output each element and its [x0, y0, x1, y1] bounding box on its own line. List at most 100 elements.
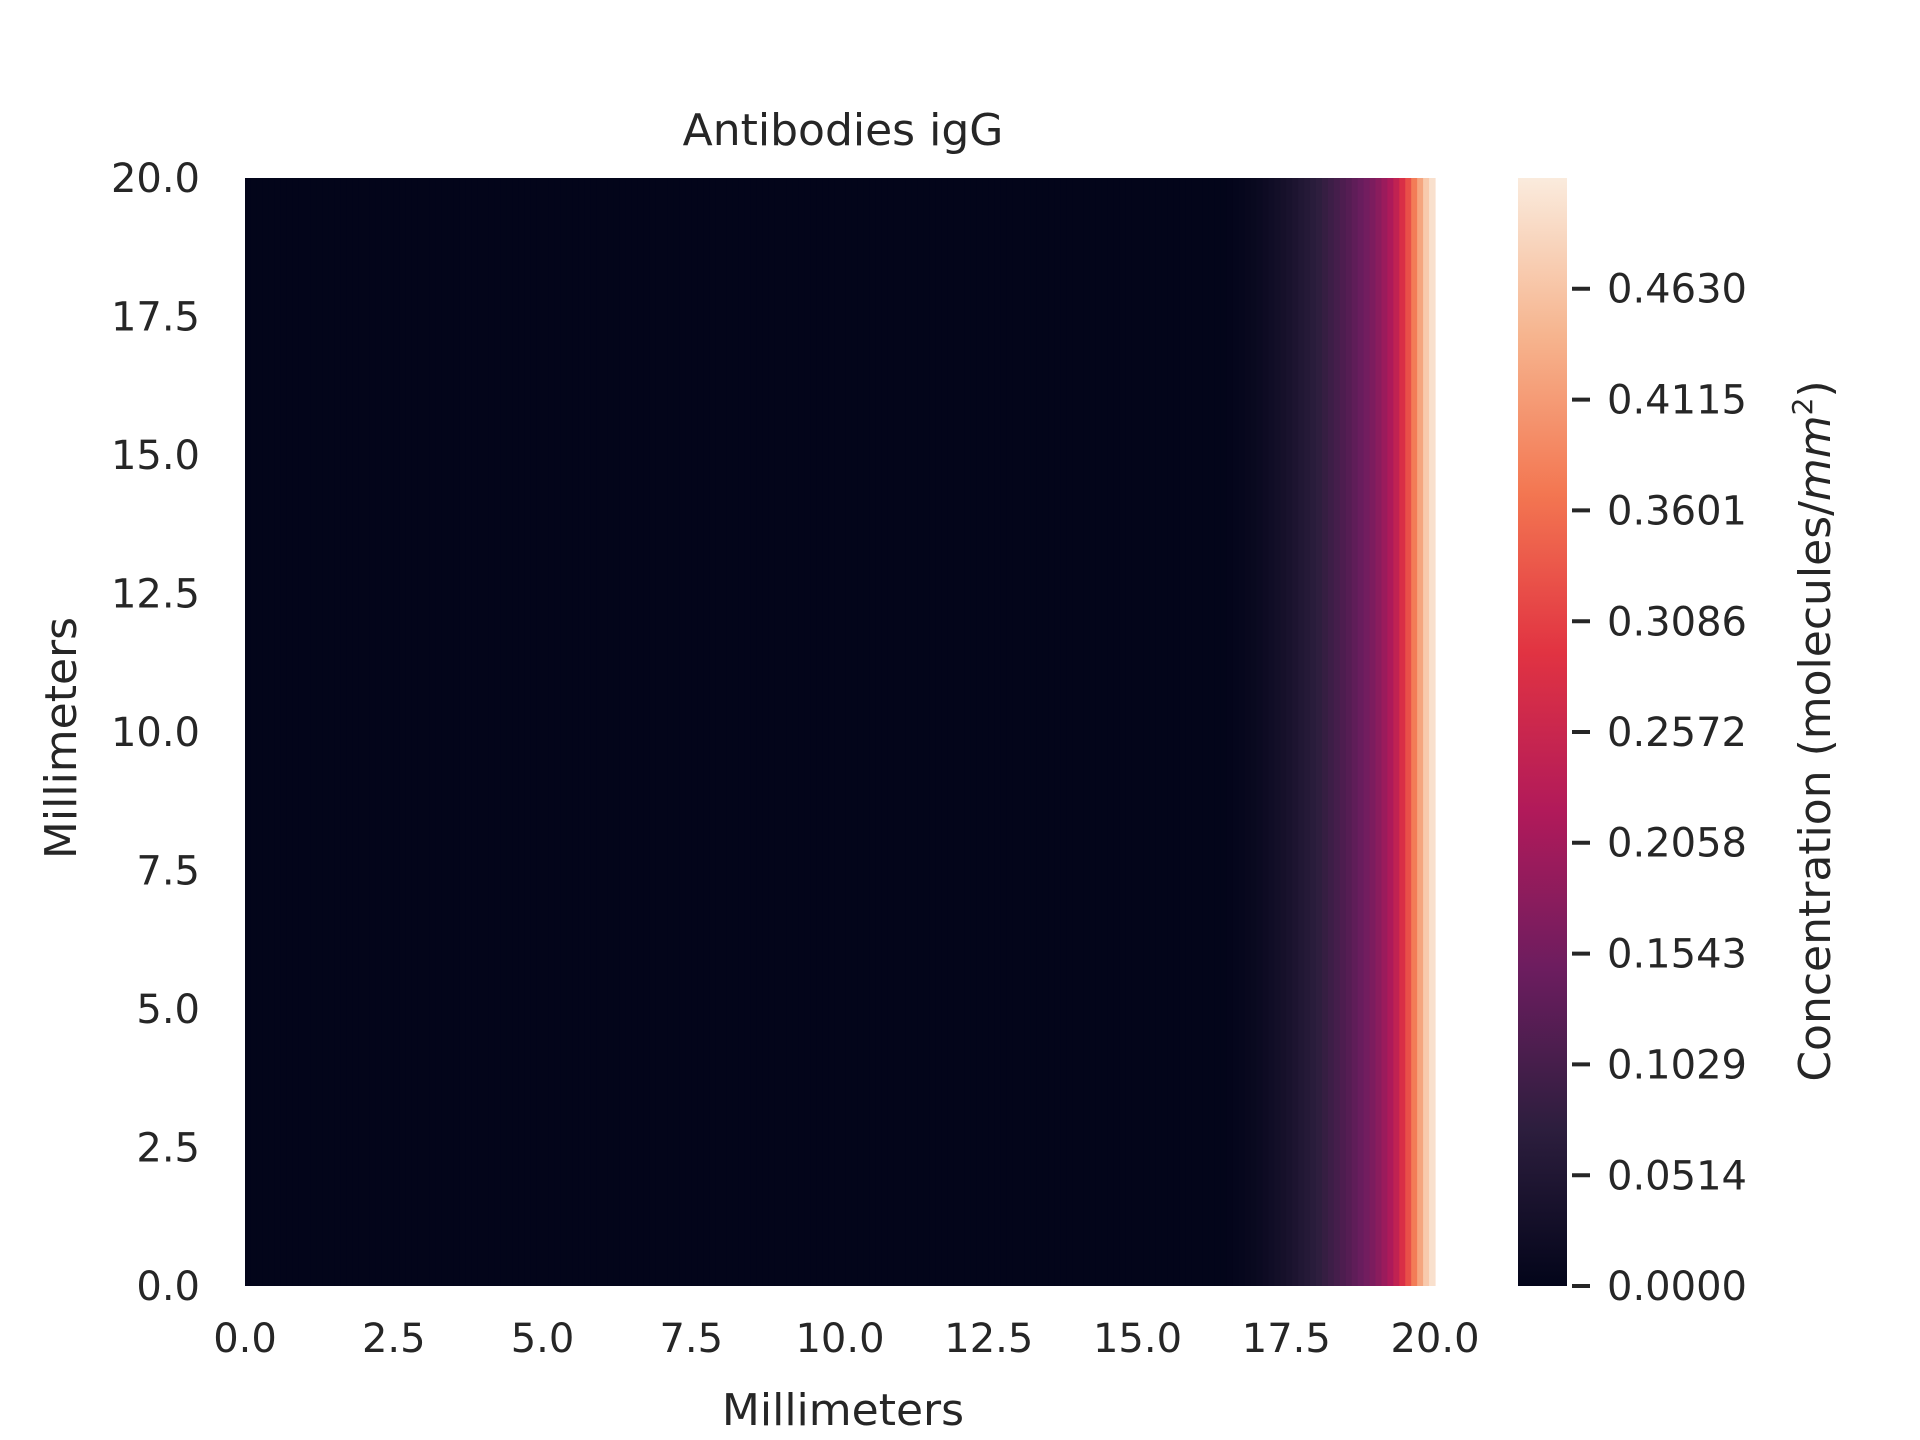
heatmap-cell [774, 178, 782, 1286]
heatmap-cell [1417, 178, 1424, 1286]
heatmap-cell [1197, 178, 1204, 1286]
heatmap-cell [857, 178, 865, 1286]
heatmap-cell [804, 178, 811, 1286]
heatmap-cell [988, 178, 996, 1286]
heatmap-cell [1018, 178, 1026, 1286]
heatmap-cell [524, 178, 532, 1286]
heatmap-cell [494, 178, 502, 1286]
heatmap-cell [483, 178, 490, 1286]
heatmap-cell [488, 178, 496, 1286]
heatmap-cell [274, 178, 282, 1286]
heatmap-cell [387, 178, 395, 1286]
heatmap-cell [953, 178, 960, 1286]
heatmap-area [245, 178, 1436, 1286]
heatmap-cell [1226, 178, 1234, 1286]
heatmap-cell [1191, 178, 1198, 1286]
heatmap-cell [673, 178, 680, 1286]
heatmap-cell [1393, 178, 1400, 1286]
heatmap-cell [697, 178, 704, 1286]
heatmap-cell [596, 178, 603, 1286]
heatmap-cell [1155, 178, 1162, 1286]
heatmap-cell [768, 178, 776, 1286]
heatmap-cell [1387, 178, 1394, 1286]
heatmap-cell [661, 178, 669, 1286]
heatmap-cell [417, 178, 425, 1286]
heatmap-cell [1113, 178, 1121, 1286]
heatmap-cell [899, 178, 907, 1286]
heatmap-cell [298, 178, 306, 1286]
heatmap-cell [262, 178, 270, 1286]
heatmap-cell [1149, 178, 1156, 1286]
heatmap-cell [1024, 178, 1031, 1286]
heatmap-cell [435, 178, 442, 1286]
heatmap-cell [845, 178, 853, 1286]
x-axis: 0.0 2.5 5.0 7.5 10.0 12.5 15.0 17.5 20.0 [213, 1316, 1479, 1362]
heatmap-cell [851, 178, 859, 1286]
heatmap-cell [1262, 178, 1269, 1286]
x-tick-label: 20.0 [1390, 1316, 1479, 1362]
heatmap-cell [1256, 178, 1264, 1286]
heatmap-cell [726, 178, 734, 1286]
heatmap-cell [542, 178, 550, 1286]
heatmap-cell [822, 178, 829, 1286]
heatmap-cell [1339, 178, 1347, 1286]
heatmap-cell [863, 178, 871, 1286]
heatmap-cell [1107, 178, 1115, 1286]
heatmap-cell [1131, 178, 1139, 1286]
colorbar-label-unit: mm [1790, 415, 1841, 501]
heatmap-cell [1054, 178, 1061, 1286]
heatmap-cell [970, 178, 978, 1286]
colorbar-tick-label: 0.1543 [1607, 932, 1747, 978]
colorbar-tick-label: 0.4115 [1607, 378, 1747, 424]
heatmap-cell [923, 178, 930, 1286]
heatmap-cell [667, 178, 674, 1286]
heatmap-cell [1137, 178, 1145, 1286]
heatmap-cell [1250, 178, 1258, 1286]
heatmap-cell [649, 178, 657, 1286]
heatmap-cell [1310, 178, 1317, 1286]
heatmap-cell [548, 178, 555, 1286]
heatmap-cell [834, 178, 841, 1286]
heatmap-cell [1208, 178, 1216, 1286]
heatmap-cell [982, 178, 990, 1286]
heatmap-cell [328, 178, 335, 1286]
heatmap-cell [893, 178, 901, 1286]
heatmap-cell [619, 178, 627, 1286]
colorbar-label: Concentration (molecules/mm2) [1786, 380, 1841, 1081]
heatmap-cell [798, 178, 805, 1286]
y-tick-label: 12.5 [111, 572, 200, 618]
colorbar-label-exp: 2 [1786, 397, 1819, 415]
heatmap-cell [1429, 178, 1436, 1286]
y-tick-label: 0.0 [136, 1264, 200, 1310]
colorbar-tick-label: 0.0000 [1607, 1264, 1747, 1310]
heatmap-cell [292, 178, 300, 1286]
y-tick-label: 5.0 [136, 987, 200, 1033]
heatmap-cell [691, 178, 698, 1286]
x-tick-label: 15.0 [1093, 1316, 1182, 1362]
heatmap-cell [1268, 178, 1275, 1286]
heatmap-cell [935, 178, 942, 1286]
heatmap-cell [1000, 178, 1008, 1286]
y-tick-label: 15.0 [111, 433, 200, 479]
heatmap-cell [441, 178, 448, 1286]
colorbar-tick-label: 0.0514 [1607, 1153, 1747, 1199]
heatmap-cell [625, 178, 633, 1286]
heatmap-cell [1345, 178, 1353, 1286]
heatmap-cell [1274, 178, 1281, 1286]
heatmap-cell [572, 178, 579, 1286]
heatmap-cell [346, 178, 353, 1286]
heatmap-cell [994, 178, 1002, 1286]
heatmap-cell [364, 178, 371, 1286]
heatmap-cell [1167, 178, 1174, 1286]
heatmap-cell [358, 178, 365, 1286]
heatmap-cell [1006, 178, 1014, 1286]
heatmap-cell [715, 178, 722, 1286]
heatmap-cell [1369, 178, 1377, 1286]
heatmap-cell [1363, 178, 1371, 1286]
heatmap-cell [578, 178, 585, 1286]
heatmap-cell [1244, 178, 1252, 1286]
x-tick-label: 0.0 [213, 1316, 277, 1362]
heatmap-cell [536, 178, 544, 1286]
heatmap-cell [756, 178, 764, 1286]
heatmap-cell [750, 178, 758, 1286]
